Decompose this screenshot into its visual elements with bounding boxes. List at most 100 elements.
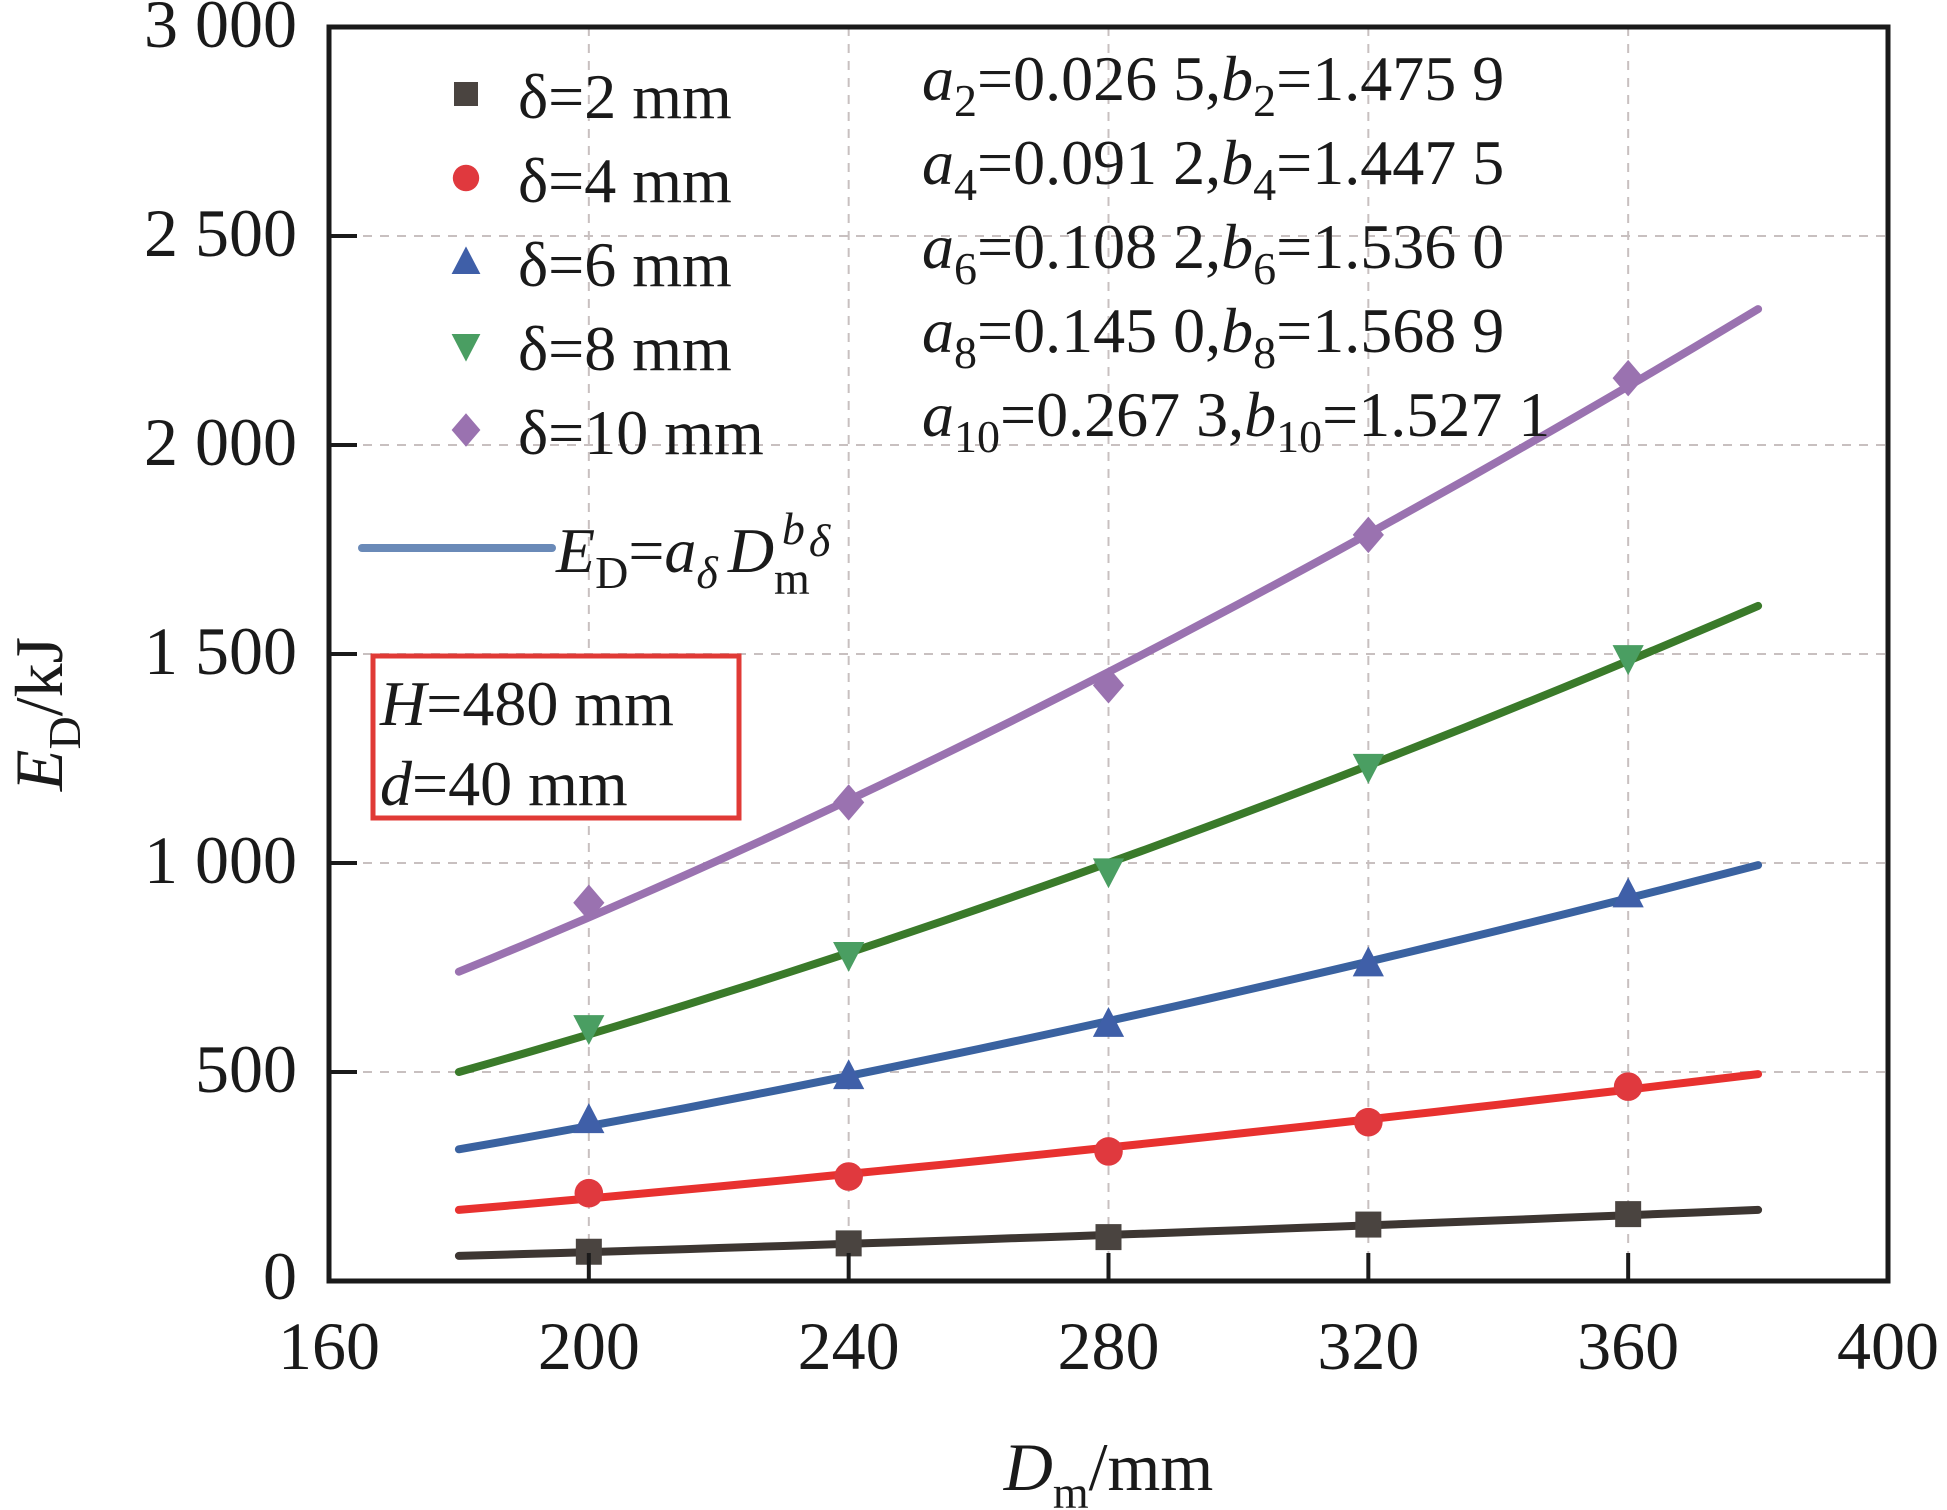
param-a-sub: 2 [954,75,977,126]
fit-eq-a-sub: δ [696,547,718,598]
fit-parameter-line: a4=0.091 2,b4=1.447 5 [922,127,1504,210]
legend-marker-delta-4 [452,164,480,192]
fit-eq-m-sub: m [774,553,810,604]
data-point-delta-4 [1613,1072,1643,1101]
param-a-value: =0.091 2, [977,127,1221,198]
param-a-sub: 4 [954,159,977,210]
y-axis-label: ED/kJ [1,637,90,792]
legend-label-delta-2: δ=2 mm [518,61,732,132]
x-axis-label: Dm/mm [1003,1429,1214,1510]
y-tick-label: 1 000 [144,822,297,898]
y-axis-label-unit: /kJ [1,637,77,716]
legend: δ=2 mm δ=4 mm δ=6 mm δ=8 mm δ=10 mm [451,61,764,468]
legend-label-delta-10: δ=10 mm [518,397,764,468]
param-a-value: =0.267 3, [1000,379,1244,450]
y-tick-label: 3 000 [144,0,297,62]
condition-d: d=40 mm [380,748,628,819]
data-point-delta-4 [834,1162,863,1191]
param-b-value: =1.536 0 [1276,211,1504,282]
param-b-value: =1.527 1 [1322,379,1550,450]
data-point-delta-10 [573,884,605,921]
y-axis-label-sub: D [39,716,90,749]
legend-marker-delta-10 [451,413,481,447]
condition-H-var: H [379,668,430,739]
param-b: b [1221,127,1253,198]
y-tick-label: 1 500 [144,613,297,689]
data-point-delta-2 [1095,1224,1122,1251]
data-point-delta-4 [1354,1107,1383,1137]
data-point-delta-8 [1612,645,1644,676]
data-point-delta-6 [1092,1007,1125,1037]
data-point-delta-10 [1352,516,1384,554]
param-a-value: =0.026 5, [977,43,1221,114]
param-a-sub: 8 [954,327,977,378]
param-a-value: =0.108 2, [977,211,1221,282]
param-a-value: =0.145 0, [977,295,1221,366]
fit-parameter-line: a8=0.145 0,b8=1.568 9 [922,295,1504,378]
fit-parameter-line: a2=0.026 5,b2=1.475 9 [922,43,1504,126]
param-b-sub: 4 [1253,159,1276,210]
y-tick-label: 2 000 [144,404,297,480]
param-b-value: =1.447 5 [1276,127,1504,198]
axis-ticks: 160 200 240 280 320 360 400 0 500 1 000 1 500 2 000… [144,0,1939,1384]
param-b: b [1221,295,1253,366]
data-point-delta-8 [1352,753,1384,784]
y-tick-label: 2 500 [144,195,297,271]
fit-parameter-line: a10=0.267 3,b10=1.527 1 [922,379,1550,462]
fit-eq-Dm: D [727,515,774,586]
y-tick-label: 500 [195,1031,297,1107]
x-tick-label: 400 [1837,1308,1939,1384]
legend-marker-delta-6 [451,246,481,274]
data-point-delta-2 [1355,1211,1382,1238]
legend-marker-delta-2 [454,82,478,106]
x-tick-label: 280 [1058,1308,1160,1384]
param-b-sub: 6 [1253,243,1276,294]
fit-legend-entry: ED=aδ Dmbδ [358,503,831,604]
param-a: a [922,43,954,114]
x-axis-label-unit: /mm [1089,1429,1214,1505]
legend-marker-delta-8 [451,334,481,362]
param-b: b [1221,43,1253,114]
data-point-delta-2 [835,1230,862,1257]
param-b: b [1221,211,1253,282]
x-tick-label: 200 [538,1308,640,1384]
data-point-delta-4 [574,1178,604,1208]
fit-eq-equals: = [628,515,664,586]
condition-d-var: d [380,748,413,819]
condition-box: H=480 mm d=40 mm [370,653,742,821]
x-tick-label: 360 [1577,1308,1679,1384]
fit-eq-E: E [555,515,595,586]
y-tick-label: 0 [263,1238,297,1314]
legend-label-delta-4: δ=4 mm [518,145,732,216]
y-axis-label-main: E [1,750,77,793]
fit-eq-D-sub: D [595,547,628,598]
fit-eq-b-delta: δ [809,515,831,566]
x-axis-label-sub: m [1053,1467,1089,1510]
param-a: a [922,127,954,198]
data-point-delta-10 [1092,667,1125,704]
x-axis-label-main: D [1003,1429,1053,1505]
param-a-sub: 10 [954,411,1000,462]
data-point-delta-6 [1352,946,1384,977]
x-tick-label: 160 [278,1308,380,1384]
param-b-value: =1.475 9 [1276,43,1504,114]
data-point-delta-10 [833,784,865,821]
param-b-sub: 10 [1276,411,1322,462]
param-a: a [922,295,954,366]
param-b-sub: 8 [1253,327,1276,378]
condition-H: H=480 mm [379,668,674,739]
data-point-delta-10 [1612,359,1644,397]
condition-d-val: =40 mm [412,748,628,819]
fit-eq-a: a [664,515,696,586]
data-point-delta-6 [573,1103,605,1134]
param-b: b [1244,379,1276,450]
data-point-delta-6 [833,1059,865,1090]
param-a-sub: 6 [954,243,977,294]
x-tick-label: 240 [798,1308,900,1384]
data-point-delta-8 [1092,858,1125,889]
legend-label-delta-6: δ=6 mm [518,229,732,300]
data-point-delta-8 [833,941,865,972]
legend-label-delta-8: δ=8 mm [518,313,732,384]
fit-equation: ED=aδ Dmbδ [555,503,831,604]
